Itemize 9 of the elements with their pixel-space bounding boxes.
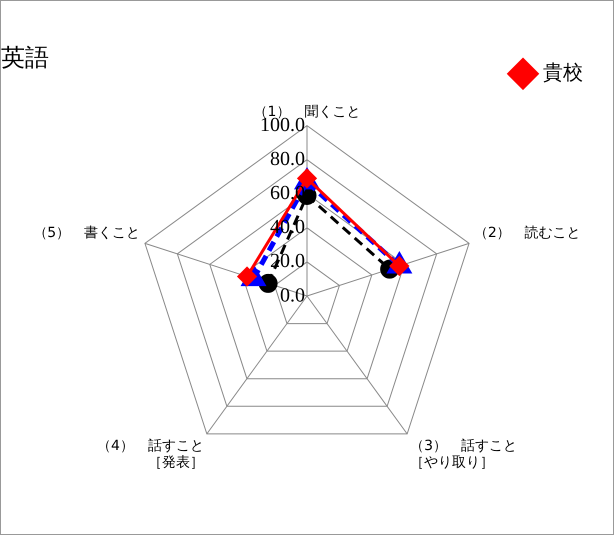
chart-title: 英語	[1, 44, 49, 72]
spoke-label: （4） 話すこと［発表］	[96, 438, 204, 471]
legend-label: 貴校	[543, 60, 583, 84]
y-tick-label: 0.0	[280, 284, 305, 306]
spoke-label: （2） 読むこと	[474, 225, 581, 242]
y-tick-label: 20.0	[270, 250, 305, 272]
spoke-label: （5） 書くこと	[33, 225, 140, 242]
y-tick-label: 80.0	[270, 148, 305, 170]
spoke-label: （3） 話すこと［やり取り］	[410, 438, 518, 471]
